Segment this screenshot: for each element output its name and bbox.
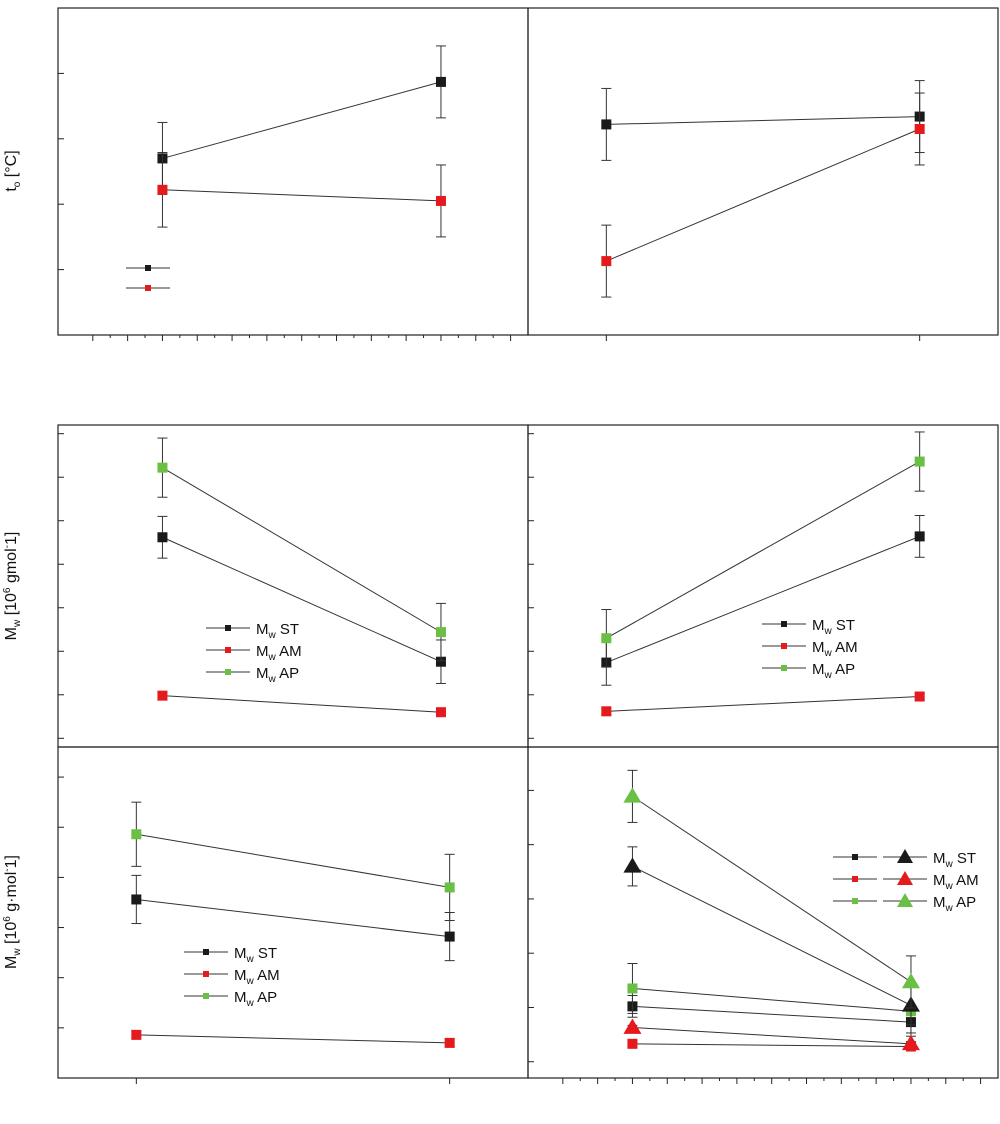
y-axis-label: Mw [106 g·mol-1]	[2, 855, 23, 969]
data-point	[157, 184, 168, 195]
data-point	[435, 195, 446, 206]
y-axis-label: Mw [106 gmol-1]	[2, 532, 23, 641]
data-point	[435, 627, 446, 638]
data-point	[444, 1037, 455, 1048]
y-axis-label: to [°C]	[3, 150, 23, 191]
panel-frame-c	[57, 424, 529, 748]
legend-label: Mw AP	[812, 661, 855, 681]
legend-marker	[781, 643, 787, 649]
series-line	[162, 536, 442, 663]
series-line	[632, 1043, 911, 1048]
data-point	[623, 1018, 642, 1034]
legend-marker	[897, 893, 913, 907]
legend-marker	[897, 849, 913, 863]
frames	[57, 7, 999, 1079]
data-point	[901, 1034, 920, 1051]
data-point	[157, 690, 168, 701]
legend-marker	[781, 665, 787, 671]
data-point	[627, 1038, 638, 1049]
series-line	[632, 795, 912, 983]
legend-marker	[203, 971, 209, 977]
data-point	[131, 1029, 142, 1040]
legend-marker	[225, 625, 231, 631]
panel-frame-d	[527, 424, 999, 748]
series-line	[606, 128, 920, 262]
data-point	[601, 256, 612, 267]
series-line	[162, 189, 441, 202]
series-line	[606, 116, 920, 125]
series-line	[162, 695, 441, 713]
legend-label: Mw AP	[234, 989, 277, 1009]
legend-marker	[897, 871, 913, 885]
data-point	[444, 931, 455, 942]
panel-frame-f	[527, 746, 999, 1079]
data-point	[623, 787, 642, 803]
data-point	[131, 829, 142, 840]
legend-marker	[145, 285, 151, 291]
panel-frame-e	[57, 746, 529, 1079]
series-line	[606, 696, 920, 712]
series-line	[162, 81, 442, 159]
data-point	[435, 656, 446, 667]
legend-label: Mw AM	[933, 872, 979, 892]
data-point	[444, 882, 455, 893]
data-point	[157, 462, 168, 473]
legend-marker	[852, 898, 858, 904]
legend-label: Mw AP	[933, 894, 976, 914]
panel-frame-b	[527, 7, 999, 336]
data-point	[435, 707, 446, 718]
data-point	[914, 691, 925, 702]
legend-label: Mw ST	[933, 850, 976, 870]
legend-label: Mw AP	[256, 665, 299, 685]
data-point	[914, 531, 925, 542]
legend-marker	[145, 265, 151, 271]
data-point	[627, 983, 638, 994]
legend-marker	[852, 854, 858, 860]
legend-label: Mw ST	[234, 945, 277, 965]
legend-label: Mw AM	[812, 639, 858, 659]
data-point	[601, 119, 612, 130]
legend-marker	[852, 876, 858, 882]
data-point	[157, 532, 168, 543]
series-line	[632, 987, 912, 1012]
data-point	[914, 456, 925, 467]
data-point	[131, 894, 142, 905]
data-point	[435, 76, 446, 87]
series-line	[606, 461, 920, 639]
series-line	[606, 535, 920, 664]
data-point	[601, 706, 612, 717]
legend-marker	[225, 669, 231, 675]
legend-label: Mw AM	[234, 967, 280, 987]
legend-label: Mw ST	[812, 617, 855, 637]
data-point	[914, 123, 925, 134]
legend-marker	[225, 647, 231, 653]
series-line	[136, 898, 450, 938]
legend-marker	[203, 993, 209, 999]
legend-label: Mw AM	[256, 643, 302, 663]
series-line	[632, 1027, 911, 1045]
series-line	[162, 467, 442, 633]
data-point	[901, 972, 920, 989]
series-line	[136, 833, 450, 888]
series-line	[632, 1005, 911, 1023]
legend-marker	[203, 949, 209, 955]
panel-frame-a	[57, 7, 529, 336]
data-point	[601, 633, 612, 644]
data-point	[623, 857, 642, 873]
legend-label: Mw ST	[256, 621, 299, 641]
series-line	[632, 865, 912, 1006]
series-line	[136, 1034, 450, 1044]
legend-marker	[781, 621, 787, 627]
panel-b	[601, 80, 925, 341]
panel-a: to [°C]	[3, 7, 512, 341]
